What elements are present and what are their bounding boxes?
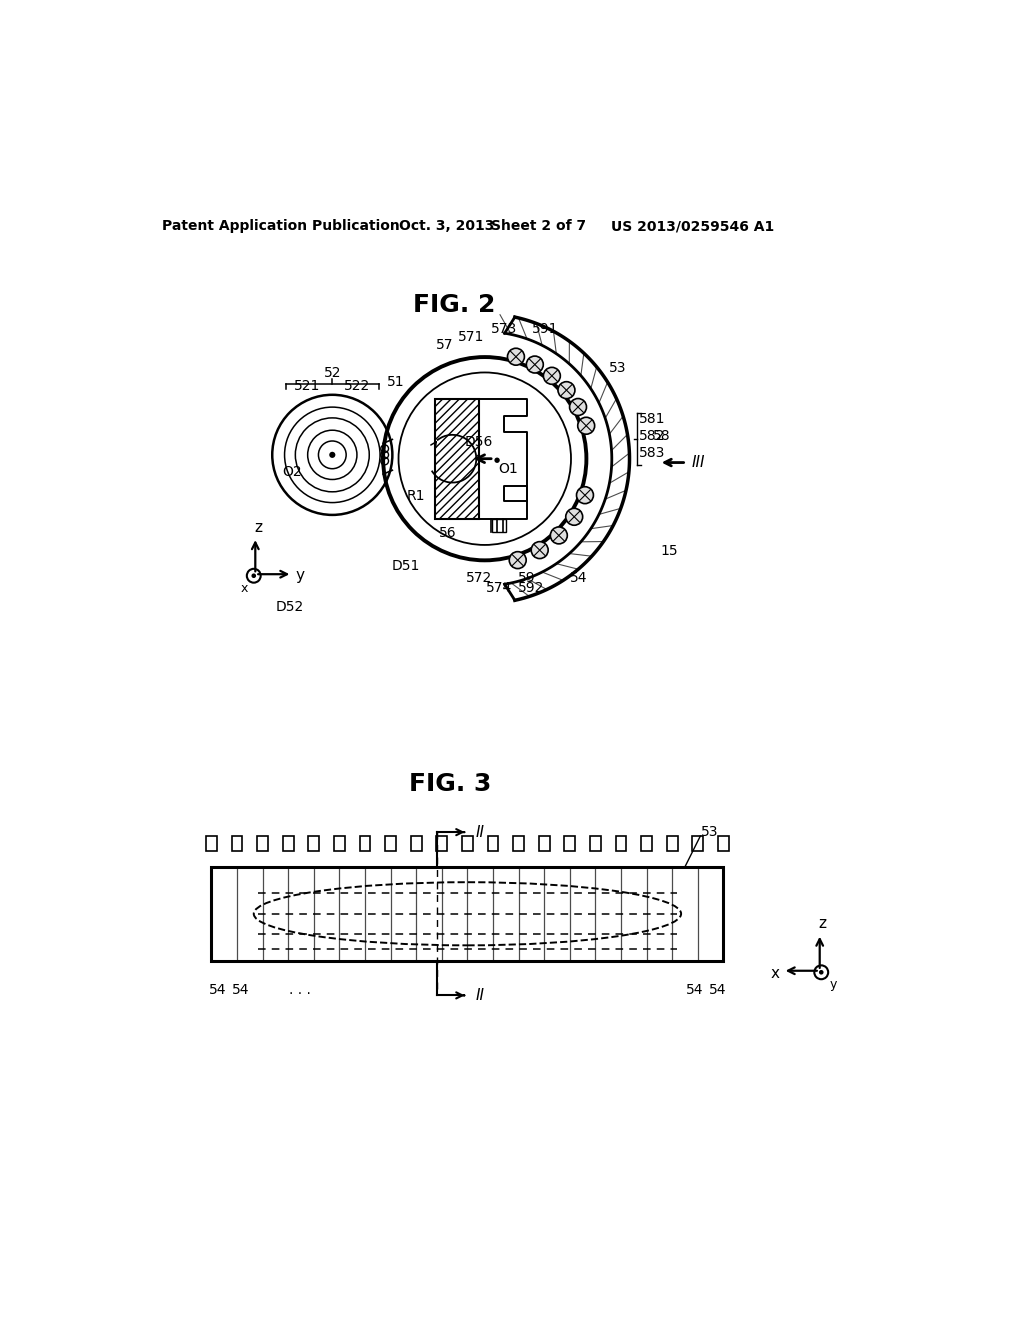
Text: y: y: [829, 978, 838, 991]
Circle shape: [814, 965, 828, 979]
Circle shape: [569, 399, 587, 416]
Circle shape: [550, 527, 567, 544]
Bar: [462, 836, 473, 851]
Bar: [539, 836, 550, 851]
Text: x: x: [770, 965, 779, 981]
Text: D51: D51: [392, 560, 421, 573]
Text: 54: 54: [709, 983, 726, 997]
Text: 51: 51: [387, 375, 406, 388]
Text: 573: 573: [490, 322, 517, 337]
Circle shape: [247, 569, 261, 582]
Bar: [692, 836, 703, 851]
Text: 581: 581: [639, 412, 666, 425]
Circle shape: [495, 458, 500, 463]
Bar: [667, 836, 678, 851]
Text: 591: 591: [531, 322, 558, 337]
Text: 583: 583: [639, 446, 666, 459]
Bar: [283, 836, 294, 851]
Text: R1: R1: [407, 488, 425, 503]
Text: y: y: [296, 568, 304, 583]
Text: 58: 58: [652, 429, 671, 442]
Text: Patent Application Publication: Patent Application Publication: [162, 219, 399, 234]
Bar: [487, 836, 499, 851]
Circle shape: [252, 573, 256, 578]
Bar: [231, 836, 243, 851]
Bar: [257, 836, 268, 851]
Text: Oct. 3, 2013: Oct. 3, 2013: [398, 219, 494, 234]
Text: O2: O2: [283, 465, 302, 479]
Text: x: x: [241, 582, 248, 594]
Bar: [211, 867, 724, 961]
Text: 54: 54: [570, 572, 588, 585]
Text: III: III: [691, 455, 705, 470]
Text: 54: 54: [231, 983, 250, 997]
Bar: [206, 836, 217, 851]
Circle shape: [558, 381, 574, 399]
Text: D52: D52: [275, 599, 304, 614]
Text: II: II: [475, 987, 484, 1003]
Circle shape: [565, 508, 583, 525]
Text: z: z: [254, 520, 262, 536]
Bar: [308, 836, 319, 851]
Text: 57: 57: [436, 338, 454, 351]
Text: D56: D56: [465, 434, 493, 449]
Text: II: II: [475, 825, 484, 840]
Circle shape: [578, 417, 595, 434]
Bar: [718, 836, 729, 851]
Text: 521: 521: [294, 379, 321, 392]
Text: 592: 592: [518, 581, 544, 595]
Text: z: z: [819, 916, 826, 931]
Text: 15: 15: [660, 544, 678, 558]
Circle shape: [577, 487, 594, 504]
Text: O1: O1: [498, 462, 518, 477]
Text: FIG. 3: FIG. 3: [409, 772, 492, 796]
Text: 59: 59: [518, 572, 536, 585]
Text: 571: 571: [458, 330, 484, 345]
Circle shape: [531, 541, 548, 558]
Circle shape: [544, 367, 560, 384]
Bar: [359, 836, 371, 851]
Bar: [435, 399, 479, 519]
Text: 56: 56: [439, 525, 457, 540]
Text: 572: 572: [466, 572, 492, 585]
Text: 574: 574: [485, 581, 512, 595]
Circle shape: [508, 348, 524, 366]
Text: Sheet 2 of 7: Sheet 2 of 7: [492, 219, 586, 234]
Bar: [436, 836, 447, 851]
Circle shape: [819, 970, 823, 974]
Text: 582: 582: [639, 429, 666, 442]
Text: FIG. 2: FIG. 2: [413, 293, 496, 317]
Text: US 2013/0259546 A1: US 2013/0259546 A1: [611, 219, 774, 234]
Bar: [590, 836, 601, 851]
Text: 53: 53: [608, 360, 626, 375]
Text: 522: 522: [344, 379, 370, 392]
Text: 52: 52: [324, 366, 341, 380]
Circle shape: [509, 552, 526, 569]
Bar: [493, 519, 506, 532]
Bar: [513, 836, 524, 851]
Bar: [615, 836, 627, 851]
Bar: [385, 836, 396, 851]
Circle shape: [330, 451, 336, 458]
Text: 54: 54: [685, 983, 702, 997]
Bar: [564, 836, 575, 851]
Circle shape: [526, 356, 544, 374]
Text: . . .: . . .: [289, 983, 311, 997]
Bar: [411, 836, 422, 851]
Text: 53: 53: [700, 825, 719, 840]
Text: 54: 54: [209, 983, 226, 997]
Bar: [334, 836, 345, 851]
Bar: [641, 836, 652, 851]
